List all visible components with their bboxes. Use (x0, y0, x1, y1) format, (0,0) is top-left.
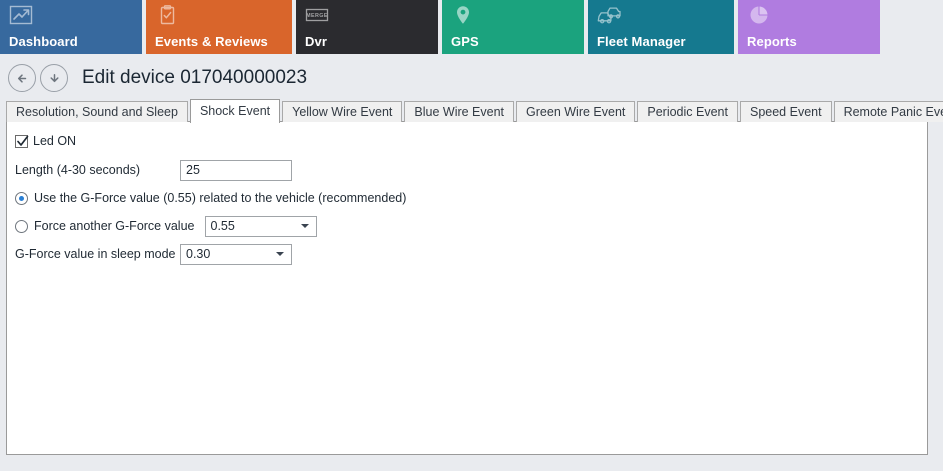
page-header: Edit device 017040000023 (0, 58, 943, 98)
svg-text:MERGE: MERGE (306, 13, 328, 19)
sleep-gforce-value: 0.30 (186, 247, 211, 261)
sleep-gforce-label: G-Force value in sleep mode (15, 247, 176, 261)
tab-speed-event[interactable]: Speed Event (739, 101, 832, 122)
nav-tile-label: GPS (451, 34, 479, 49)
force-gforce-value: 0.55 (210, 219, 235, 233)
shock-event-form: Led ON Length (4-30 seconds) Use the G-F… (7, 122, 927, 266)
chevron-down-icon (300, 224, 309, 228)
nav-tile-reports[interactable]: Reports (738, 0, 880, 54)
nav-tile-label: Reports (747, 34, 797, 49)
pie-chart-icon (747, 5, 771, 25)
page-title: Edit device 017040000023 (82, 67, 308, 88)
vehicles-icon (597, 5, 621, 25)
nav-tile-label: Dvr (305, 34, 327, 49)
led-on-checkbox[interactable] (15, 134, 29, 148)
tab-remote-panic-event[interactable]: Remote Panic Event (833, 101, 943, 122)
nav-tile-events-reviews[interactable]: Events & Reviews (146, 0, 292, 54)
tab-shock-event[interactable]: Shock Event (189, 99, 281, 123)
force-gforce-label: Force another G-Force value (34, 219, 195, 233)
length-row: Length (4-30 seconds) (15, 158, 927, 182)
sleep-gforce-row: G-Force value in sleep mode 0.30 (15, 242, 927, 266)
tab-yellow-wire-event[interactable]: Yellow Wire Event (282, 101, 403, 122)
length-input[interactable] (180, 159, 292, 181)
arrow-down-circle-icon[interactable] (40, 64, 68, 92)
use-vehicle-gforce-label: Use the G-Force value (0.55) related to … (34, 191, 407, 205)
force-gforce-radio[interactable] (15, 219, 28, 233)
main-navigation-bar: Dashboard Events & Reviews MERGE Dvr GPS Flee… (0, 0, 943, 54)
led-on-label: Led ON (33, 134, 77, 148)
clipboard-check-icon (155, 5, 179, 25)
nav-tile-fleet-manager[interactable]: Fleet Manager (588, 0, 734, 54)
length-label: Length (4-30 seconds) (15, 163, 141, 177)
tab-content-panel: Led ON Length (4-30 seconds) Use the G-F… (6, 121, 928, 455)
chevron-down-icon (276, 252, 284, 256)
tab-resolution-sound-and-sleep[interactable]: Resolution, Sound and Sleep (6, 101, 188, 122)
sleep-gforce-select[interactable]: 0.30 (180, 243, 292, 265)
nav-tile-dashboard[interactable]: Dashboard (0, 0, 142, 54)
tab-strip: Resolution, Sound and Sleep Shock Event Ye… (6, 99, 943, 123)
tab-blue-wire-event[interactable]: Blue Wire Event (404, 101, 515, 122)
force-gforce-select[interactable]: 0.55 (204, 215, 317, 237)
use-vehicle-gforce-row: Use the G-Force value (0.55) related to … (15, 186, 927, 210)
force-gforce-row: Force another G-Force value 0.55 (15, 214, 927, 238)
use-vehicle-gforce-radio[interactable] (15, 191, 28, 205)
nav-tile-label: Fleet Manager (597, 34, 686, 49)
nav-tile-label: Events & Reviews (155, 34, 268, 49)
chart-line-icon (9, 5, 33, 25)
tab-green-wire-event[interactable]: Green Wire Event (516, 101, 636, 122)
tab-periodic-event[interactable]: Periodic Event (637, 101, 738, 122)
map-pin-icon (451, 5, 475, 25)
nav-tile-gps[interactable]: GPS (442, 0, 584, 54)
arrow-left-circle-icon[interactable] (8, 64, 36, 92)
dvr-device-icon: MERGE (305, 5, 329, 25)
nav-tile-dvr[interactable]: MERGE Dvr (296, 0, 438, 54)
nav-tile-label: Dashboard (9, 34, 78, 49)
led-on-row: Led ON (15, 130, 927, 152)
